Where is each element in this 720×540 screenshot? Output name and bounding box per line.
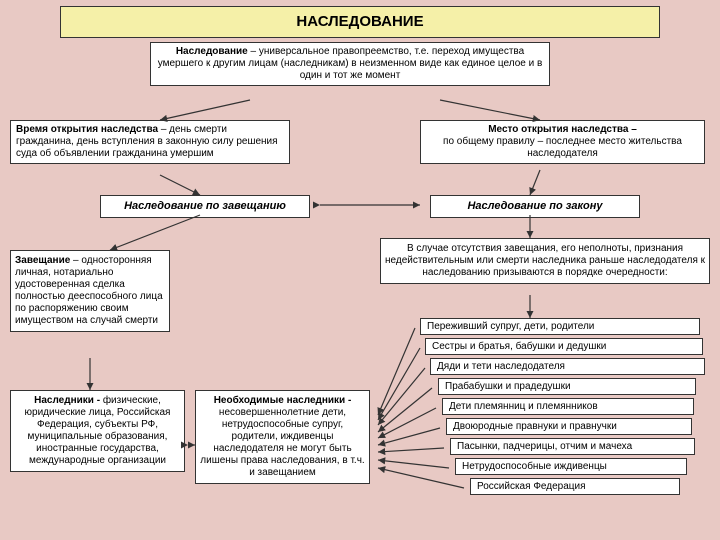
testament-box: Завещание – односторонняя личная, нотари… bbox=[10, 250, 170, 332]
queue-item-5: Дети племянниц и племянников bbox=[442, 398, 694, 415]
absence-box: В случае отсутствия завещания, его непол… bbox=[380, 238, 710, 284]
testament-term: Завещание bbox=[15, 255, 70, 266]
queue-item-3: Дяди и тети наследодателя bbox=[430, 358, 705, 375]
necessary-term: Необходимые наследники - bbox=[214, 395, 352, 406]
law-title-box: Наследование по закону bbox=[430, 195, 640, 218]
title-box: НАСЛЕДОВАНИЕ bbox=[60, 6, 660, 38]
time-term: Время открытия наследства bbox=[16, 124, 158, 135]
necessary-text: несовершеннолетние дети, нетрудоспособны… bbox=[200, 407, 364, 478]
definition-box: Наследование – универсальное правопреемс… bbox=[150, 42, 550, 86]
definition-term: Наследование bbox=[176, 46, 248, 57]
place-term: Место открытия наследства – bbox=[488, 124, 637, 135]
queue-item-7: Пасынки, падчерицы, отчим и мачеха bbox=[450, 438, 695, 455]
necessary-box: Необходимые наследники - несовершеннолет… bbox=[195, 390, 370, 484]
queue-item-4: Прабабушки и прадедушки bbox=[438, 378, 696, 395]
place-text: по общему правилу – последнее место жите… bbox=[443, 136, 682, 159]
queue-item-9: Российская Федерация bbox=[470, 478, 680, 495]
queue-item-8: Нетрудоспособные иждивенцы bbox=[455, 458, 687, 475]
place-box: Место открытия наследства – по общему пр… bbox=[420, 120, 705, 164]
will-title-box: Наследование по завещанию bbox=[100, 195, 310, 218]
queue-item-6: Двоюродные правнуки и правнучки bbox=[446, 418, 692, 435]
queue-item-2: Сестры и братья, бабушки и дедушки bbox=[425, 338, 703, 355]
heirs-term: Наследники - bbox=[34, 395, 103, 406]
queue-item-1: Переживший супруг, дети, родители bbox=[420, 318, 700, 335]
heirs-box: Наследники - физические, юридические лиц… bbox=[10, 390, 185, 472]
time-box: Время открытия наследства – день смерти … bbox=[10, 120, 290, 164]
